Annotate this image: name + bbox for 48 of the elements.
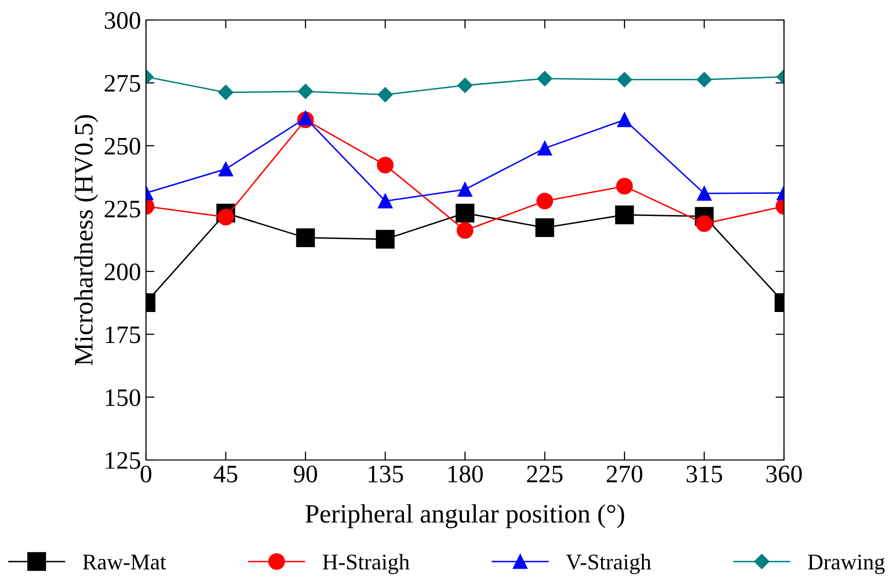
y-tick-label: 175: [106, 326, 140, 344]
y-tick-label: 300: [104, 12, 140, 29]
point: [298, 110, 313, 126]
point: [537, 140, 552, 156]
x-tick-label: 0: [140, 466, 152, 482]
legend-label: H-Straigh: [322, 554, 410, 574]
y-tick-label: 150: [106, 389, 140, 406]
point: [536, 192, 554, 210]
point: [378, 87, 393, 102]
x-tick-label: 270: [606, 466, 642, 482]
point: [537, 71, 552, 86]
point: [616, 72, 632, 88]
legend-label: V-Straigh: [566, 554, 652, 574]
point: [376, 156, 394, 174]
y-tick-label: 225: [104, 200, 140, 218]
x-axis-title: Peripheral angular position (°): [305, 504, 624, 528]
x-tick-label: 225: [527, 466, 563, 482]
point: [616, 178, 633, 195]
point: [378, 194, 393, 208]
point: [298, 84, 314, 99]
point: [296, 228, 315, 248]
x-tick-label: 315: [686, 466, 722, 482]
x-tick-label: 45: [214, 466, 238, 482]
y-tick-label: 200: [104, 263, 140, 280]
point: [696, 215, 713, 232]
point: [696, 72, 712, 88]
x-tick-label: 360: [766, 466, 802, 482]
y-axis-title: Microhardness (HV0.5): [74, 115, 98, 366]
x-tick-label: 180: [448, 466, 483, 482]
x-tick-label: 90: [294, 466, 318, 482]
legend-label: Drawing: [808, 554, 885, 574]
x-tick-label: 135: [368, 466, 404, 482]
point: [456, 222, 474, 239]
y-tick-label: 250: [104, 138, 140, 155]
point: [615, 205, 634, 224]
y-tick-label: 275: [104, 74, 140, 92]
point: [696, 186, 712, 201]
point: [456, 204, 474, 222]
point: [457, 78, 473, 93]
point: [535, 218, 554, 238]
point: [617, 112, 632, 128]
point: [376, 230, 395, 249]
point: [218, 84, 234, 100]
point: [218, 162, 234, 176]
y-tick-label: 125: [106, 452, 140, 469]
point: [217, 208, 234, 226]
legend-label: Raw-Mat: [82, 554, 166, 570]
point: [458, 182, 472, 197]
